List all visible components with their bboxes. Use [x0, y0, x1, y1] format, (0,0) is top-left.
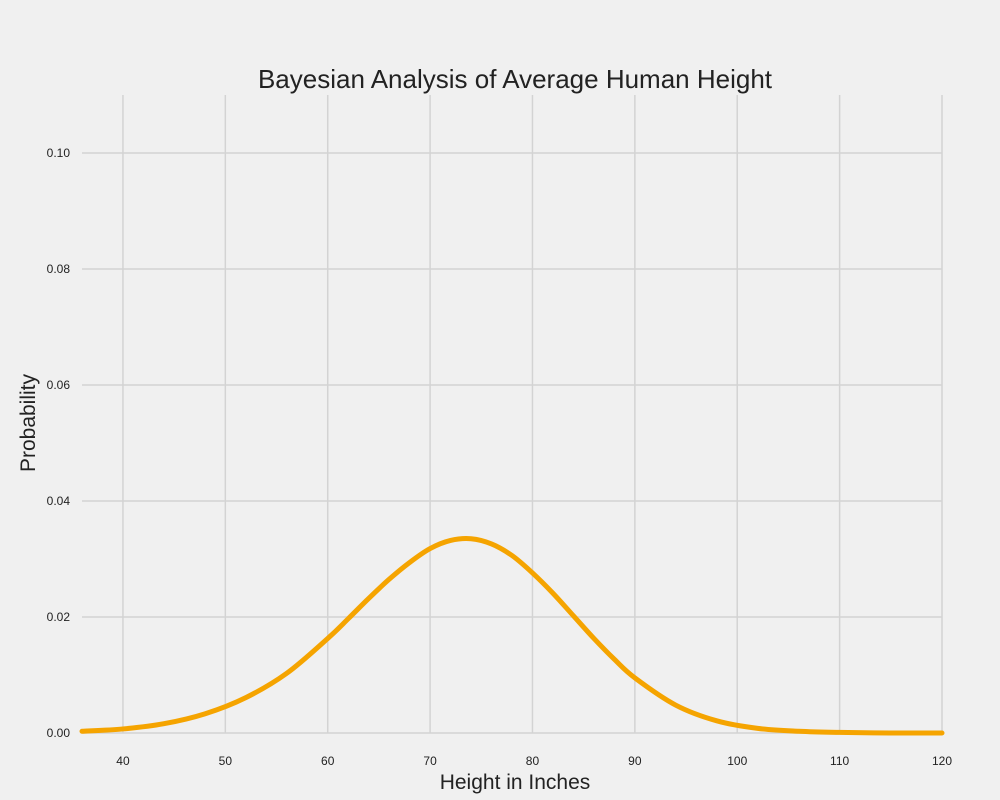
y-tick-labels: 0.00 0.02 0.04 0.06 0.08 0.10: [47, 146, 71, 740]
x-tick-label: 70: [423, 754, 437, 768]
x-tick-label: 60: [321, 754, 335, 768]
y-tick-label: 0.08: [47, 262, 71, 276]
grid-lines: [82, 95, 943, 734]
y-axis-label: Probability: [17, 373, 40, 472]
y-tick-label: 0.06: [47, 378, 71, 392]
x-tick-label: 120: [932, 754, 952, 768]
x-tick-label: 40: [116, 754, 130, 768]
y-tick-label: 0.10: [47, 146, 71, 160]
x-tick-label: 100: [727, 754, 747, 768]
probability-curve: [79, 535, 945, 736]
chart-title: Bayesian Analysis of Average Human Heigh…: [258, 64, 773, 94]
x-tick-label: 90: [628, 754, 642, 768]
x-axis-label: Height in Inches: [440, 771, 591, 794]
x-tick-labels: 40 50 60 70 80 90 100 110 120: [116, 754, 952, 768]
x-tick-label: 80: [526, 754, 540, 768]
y-tick-label: 0.02: [47, 610, 71, 624]
y-tick-label: 0.00: [47, 726, 71, 740]
x-tick-label: 110: [830, 754, 849, 768]
x-tick-label: 50: [219, 754, 233, 768]
y-tick-label: 0.04: [47, 494, 71, 508]
